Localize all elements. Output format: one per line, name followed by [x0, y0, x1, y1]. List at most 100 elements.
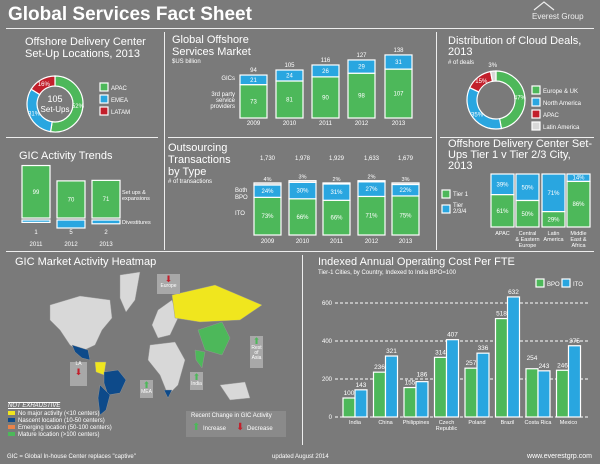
bar-total: 1,633 [364, 156, 380, 162]
series-label: Divestitures [122, 220, 151, 226]
x-tick-label: America [543, 237, 564, 243]
map-south-africa [163, 389, 173, 399]
bar-value: 66% [330, 216, 343, 222]
everest-logo: Everest Group [528, 1, 584, 21]
legend-label: 2/3/4 [453, 209, 467, 215]
map-brazil [103, 369, 127, 396]
bar-ito [476, 352, 490, 418]
bar-total: 116 [321, 58, 331, 64]
page-title: Global Services Fact Sheet [8, 4, 252, 25]
map-india [194, 349, 206, 369]
footer-note: GIC = Global In-house Center replaces "c… [7, 454, 136, 460]
bar-value: 186 [417, 372, 428, 379]
legend-swatch [531, 85, 541, 95]
bar-segment-both [357, 180, 386, 183]
bar-segment-3rd-party [347, 72, 376, 119]
bar-value: 75% [399, 213, 412, 219]
bar-value: 99 [33, 190, 40, 196]
bar-value: 3% [402, 177, 410, 183]
map-africa [147, 341, 186, 396]
arrow-up-icon: ⬆ [192, 372, 201, 382]
region-india: ⬆ India [190, 372, 203, 390]
bar-value: 50% [521, 185, 534, 191]
bar-value: 90 [322, 95, 329, 101]
bar-bpo [525, 368, 539, 418]
bar-value: 375 [569, 338, 580, 345]
x-tick-label: 2012 [64, 242, 78, 248]
heatmap-legend-item: Emerging location (50-100 centers) [8, 425, 112, 432]
bar-total: 127 [356, 53, 367, 59]
x-tick-label: 2010 [283, 121, 297, 127]
map-north-america [49, 295, 113, 353]
arrow-down-icon: ⬇ [164, 274, 173, 284]
arrow-down-icon: ⬇ [236, 422, 245, 433]
x-tick-label: 2013 [399, 239, 413, 245]
bar-value: 86% [572, 202, 585, 208]
bar-bpo [433, 356, 448, 418]
series-label: GICs [221, 76, 235, 82]
bar-ito [354, 389, 368, 418]
y-tick-label: 400 [322, 339, 333, 345]
series-label: expansions [122, 196, 150, 202]
bar-value: 2% [333, 177, 341, 183]
x-tick-label: 2011 [30, 242, 44, 248]
slice-label: 47% [514, 96, 527, 102]
bar-value: 632 [508, 289, 519, 296]
heatmap-legend-title: NOT EXHAUSTIVE [8, 402, 61, 409]
bar-total: 138 [393, 48, 404, 54]
divider [302, 255, 303, 445]
x-tick-label: Central [519, 231, 537, 237]
x-tick-label: China [378, 420, 393, 426]
bar-value: 143 [356, 382, 367, 389]
bar-total: 1,929 [329, 156, 345, 162]
bar-divestitures [91, 219, 121, 225]
bar-value: 73% [261, 214, 274, 220]
bar-segment-gics [347, 59, 376, 74]
y-tick-label: 0 [329, 415, 333, 421]
heatmap-legend-item: Mature location (>100 centers) [8, 432, 100, 439]
bar-ito [415, 381, 429, 418]
series-label: Both [235, 188, 247, 194]
bar-value: 71% [365, 214, 378, 220]
bar-bpo [494, 317, 509, 418]
bar-segment-ito [253, 196, 282, 236]
market-title: Global Offshore Services Market [172, 34, 251, 58]
x-tick-label: Latin [548, 231, 560, 237]
legend-label: Latin America [543, 125, 580, 131]
change-title: Recent Change in GIC Activity [191, 413, 272, 419]
legend-label: Tier 1 [453, 192, 469, 198]
map-australia [219, 381, 251, 401]
bar-segment-tier1 [515, 199, 540, 228]
x-tick-label: 2012 [355, 121, 369, 127]
legend-label: Mature location (>100 centers) [18, 432, 100, 438]
region-label: Rest of Asia [251, 345, 262, 361]
x-tick-label: 2013 [99, 242, 113, 248]
donut-center-value: 105 [47, 94, 62, 104]
bar-value: 14% [572, 176, 585, 182]
bar-total: 1,978 [295, 156, 311, 162]
x-tick-label: Middle [570, 231, 586, 237]
divider [168, 137, 432, 138]
x-tick-label: Costa Rica [525, 420, 553, 426]
bar-value: 24 [286, 73, 293, 79]
region-label: Europe [160, 283, 177, 289]
divider [440, 137, 594, 138]
x-tick-label: APAC [495, 231, 510, 237]
tier-title: Offshore Delivery Center Set-Ups Tier 1 … [448, 138, 593, 172]
bar-value: 70 [68, 197, 75, 203]
bar-value: 98 [358, 94, 365, 100]
region-label: MEA [141, 389, 152, 395]
region-rest-of-asia: ⬆ Rest of Asia [250, 336, 263, 368]
bar-segment-gics [384, 54, 413, 70]
bar-value: 2% [368, 175, 376, 181]
bar-value: 31 [395, 60, 402, 66]
donut-center-label: Set-Ups [41, 105, 70, 114]
divider [6, 251, 594, 252]
x-tick-label: Africa [571, 243, 586, 249]
bar-segment-ito [391, 195, 420, 236]
bar-setups [91, 179, 121, 219]
divider [6, 137, 158, 138]
legend-swatch [99, 94, 109, 104]
map-greenland [119, 271, 141, 313]
